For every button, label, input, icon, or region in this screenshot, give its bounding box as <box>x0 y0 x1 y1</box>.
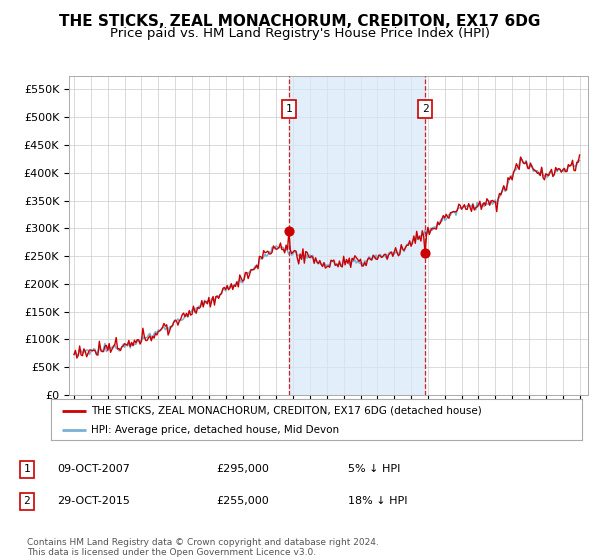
Text: 2: 2 <box>23 496 31 506</box>
Text: £295,000: £295,000 <box>216 464 269 474</box>
Text: Contains HM Land Registry data © Crown copyright and database right 2024.
This d: Contains HM Land Registry data © Crown c… <box>27 538 379 557</box>
Text: 09-OCT-2007: 09-OCT-2007 <box>57 464 130 474</box>
Text: 5% ↓ HPI: 5% ↓ HPI <box>348 464 400 474</box>
Text: 2: 2 <box>422 104 428 114</box>
Point <box>421 249 430 258</box>
Text: 1: 1 <box>23 464 31 474</box>
Text: 18% ↓ HPI: 18% ↓ HPI <box>348 496 407 506</box>
Text: Price paid vs. HM Land Registry's House Price Index (HPI): Price paid vs. HM Land Registry's House … <box>110 27 490 40</box>
Text: £255,000: £255,000 <box>216 496 269 506</box>
Text: HPI: Average price, detached house, Mid Devon: HPI: Average price, detached house, Mid … <box>91 424 339 435</box>
Text: 29-OCT-2015: 29-OCT-2015 <box>57 496 130 506</box>
Text: 1: 1 <box>286 104 292 114</box>
Point <box>284 227 294 236</box>
Text: THE STICKS, ZEAL MONACHORUM, CREDITON, EX17 6DG: THE STICKS, ZEAL MONACHORUM, CREDITON, E… <box>59 14 541 29</box>
Text: THE STICKS, ZEAL MONACHORUM, CREDITON, EX17 6DG (detached house): THE STICKS, ZEAL MONACHORUM, CREDITON, E… <box>91 405 482 416</box>
